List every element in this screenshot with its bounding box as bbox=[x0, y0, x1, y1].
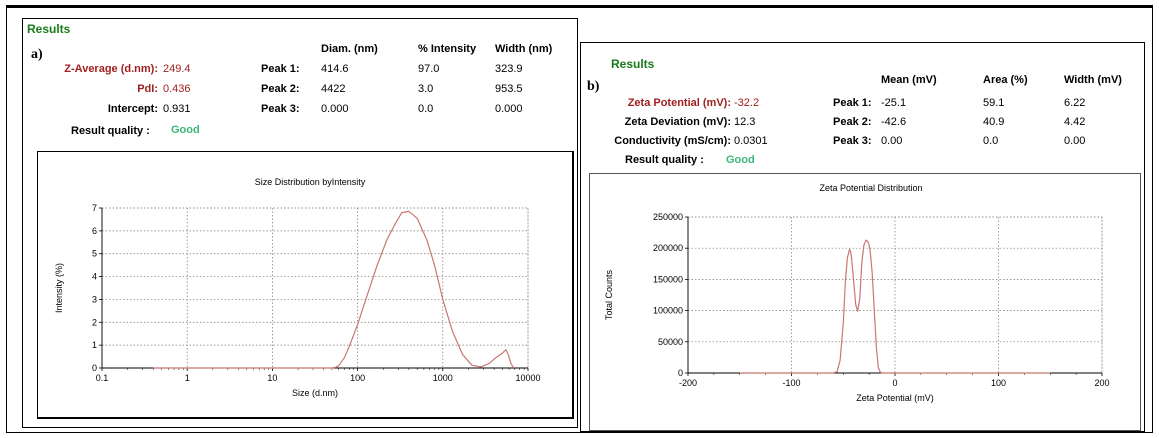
y-tick-label: 150000 bbox=[653, 274, 683, 284]
chart-title-0: Size Distribution byIntensity bbox=[255, 177, 366, 187]
result-quality-label-b: Result quality : bbox=[625, 154, 704, 166]
header-diam: Diam. (nm) bbox=[321, 43, 378, 55]
x-tick-label: 100 bbox=[350, 373, 365, 383]
x-tick-label: 0 bbox=[892, 378, 897, 388]
peak3-diam: 0.000 bbox=[321, 103, 349, 115]
intercept-label: Intercept: bbox=[107, 103, 158, 115]
x-tick-label: -200 bbox=[679, 378, 697, 388]
peak2-width: 953.5 bbox=[495, 83, 523, 95]
zeta-deviation-label: Zeta Deviation (mV): bbox=[624, 116, 731, 128]
z-average-label: Z-Average (d.nm): bbox=[64, 63, 158, 75]
y-tick-label: 4 bbox=[92, 272, 97, 282]
header-width: Width (nm) bbox=[495, 43, 553, 55]
y-tick-label: 0 bbox=[678, 368, 683, 378]
y-axis-label: Total Counts bbox=[604, 269, 614, 320]
peak1-diam: 414.6 bbox=[321, 63, 349, 75]
series-line-0 bbox=[739, 239, 1051, 374]
peak3-width: 0.000 bbox=[495, 103, 523, 115]
peak1-label-a: Peak 1: bbox=[261, 63, 300, 75]
zeta-distribution-chart-box: Zeta Potential Distribution -200 -100 0 100 2… bbox=[589, 173, 1141, 431]
results-title-b: Results bbox=[611, 57, 655, 71]
x-tick-label: 200 bbox=[1094, 378, 1109, 388]
y-tick-label: 7 bbox=[92, 203, 97, 213]
zeta-potential-label: Zeta Potential (mV): bbox=[627, 97, 731, 109]
y-tick-label: 0 bbox=[92, 363, 97, 373]
y-tick-label: 1 bbox=[92, 340, 97, 350]
zeta-deviation-value: 12.3 bbox=[734, 116, 756, 128]
header-intensity: % Intensity bbox=[418, 43, 477, 55]
result-quality-label-a: Result quality : bbox=[71, 125, 150, 137]
y-tick-label: 200000 bbox=[653, 243, 683, 253]
x-tick-label: 0.1 bbox=[96, 373, 109, 383]
conductivity-label: Conductivity (mS/cm): bbox=[614, 135, 731, 147]
header-area: Area (%) bbox=[983, 74, 1028, 86]
header-width-mv: Width (mV) bbox=[1064, 74, 1122, 86]
peak3-label-b: Peak 3: bbox=[833, 135, 872, 147]
y-tick-label: 250000 bbox=[653, 212, 683, 222]
header-mean: Mean (mV) bbox=[881, 74, 937, 86]
peak3-mean: 0.00 bbox=[881, 135, 903, 147]
peak2-mean: -42.6 bbox=[881, 116, 907, 128]
x-tick-label: 10 bbox=[267, 373, 277, 383]
chart-title-1: Zeta Potential Distribution bbox=[819, 183, 922, 193]
z-average-value: 249.4 bbox=[163, 63, 191, 75]
zeta-distribution-chart: Zeta Potential Distribution -200 -100 0 100 2… bbox=[604, 183, 1110, 403]
peak3-label-a: Peak 3: bbox=[261, 103, 300, 115]
peak2-area: 40.9 bbox=[983, 116, 1005, 128]
results-title-a: Results bbox=[27, 22, 71, 36]
x-tick-label: -100 bbox=[782, 378, 800, 388]
y-tick-label: 2 bbox=[92, 317, 97, 327]
panel-letter-b: b) bbox=[587, 79, 600, 94]
peak2-label-b: Peak 2: bbox=[833, 116, 872, 128]
x-tick-label: 1000 bbox=[433, 373, 453, 383]
intercept-value: 0.931 bbox=[163, 103, 191, 115]
y-axis-label: Intensity (%) bbox=[54, 263, 64, 313]
panel-a: Results a) Diam. (nm) % Intensity Width … bbox=[22, 18, 578, 428]
peak2-label-a: Peak 2: bbox=[261, 83, 300, 95]
peak1-mean: -25.1 bbox=[881, 97, 907, 109]
result-quality-value-a: Good bbox=[171, 124, 200, 136]
y-tick-label: 6 bbox=[92, 226, 97, 236]
peak1-intensity: 97.0 bbox=[418, 63, 440, 75]
plot-area-0 bbox=[101, 207, 529, 369]
panel-letter-a: a) bbox=[31, 47, 43, 62]
peak3-area: 0.0 bbox=[983, 135, 999, 147]
top-border bbox=[6, 5, 1153, 8]
panel-b: Results b) Mean (mV) Area (%) Width (mV)… bbox=[580, 42, 1145, 432]
x-axis-label: Size (d.nm) bbox=[292, 388, 338, 398]
pdi-value: 0.436 bbox=[163, 83, 191, 95]
y-tick-label: 100000 bbox=[653, 306, 683, 316]
peak3-intensity: 0.0 bbox=[418, 103, 434, 115]
result-quality-value-b: Good bbox=[726, 154, 755, 166]
y-tick-label: 3 bbox=[92, 294, 97, 304]
peak2-width-mv: 4.42 bbox=[1064, 116, 1086, 128]
x-tick-label: 10000 bbox=[515, 373, 540, 383]
x-tick-label: 1 bbox=[185, 373, 190, 383]
peak1-width-mv: 6.22 bbox=[1064, 97, 1086, 109]
y-tick-label: 5 bbox=[92, 249, 97, 259]
peak2-intensity: 3.0 bbox=[418, 83, 434, 95]
peak1-width: 323.9 bbox=[495, 63, 523, 75]
size-distribution-chart-box: Size Distribution byIntensity 0.1 1 10 100 10… bbox=[37, 151, 574, 419]
pdi-label: PdI: bbox=[137, 83, 158, 95]
peak2-diam: 4422 bbox=[321, 83, 346, 95]
conductivity-value: 0.0301 bbox=[734, 135, 768, 147]
x-tick-label: 100 bbox=[991, 378, 1006, 388]
peak3-width-mv: 0.00 bbox=[1064, 135, 1086, 147]
series-line-0 bbox=[153, 210, 515, 369]
zeta-potential-value: -32.2 bbox=[734, 97, 760, 109]
peak1-area: 59.1 bbox=[983, 97, 1005, 109]
y-tick-label: 50000 bbox=[658, 337, 683, 347]
peak1-label-b: Peak 1: bbox=[833, 97, 872, 109]
x-axis-label: Zeta Potential (mV) bbox=[856, 393, 934, 403]
